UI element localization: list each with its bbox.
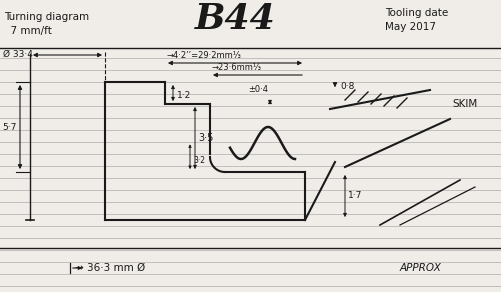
Text: ±0·4: ±0·4 [248, 86, 268, 95]
Text: →23·6mm⅓: →23·6mm⅓ [212, 63, 262, 72]
Text: Tooling date: Tooling date [385, 8, 448, 18]
Text: 1·7: 1·7 [348, 192, 362, 201]
Text: Ø 33·4: Ø 33·4 [3, 50, 33, 58]
Text: 5·7: 5·7 [2, 123, 17, 131]
Text: 0·8: 0·8 [340, 82, 354, 91]
Text: →4·2’’=29·2mm⅓: →4·2’’=29·2mm⅓ [167, 51, 242, 60]
Text: May 2017: May 2017 [385, 22, 436, 32]
Text: APPROX: APPROX [400, 263, 442, 273]
Text: Turning diagram: Turning diagram [4, 12, 89, 22]
Text: 3·2: 3·2 [193, 156, 205, 165]
Text: SKIM: SKIM [452, 99, 477, 109]
Text: 1·2: 1·2 [177, 91, 191, 100]
Text: 7 mm/ft: 7 mm/ft [4, 26, 52, 36]
Text: → 36·3 mm Ø: → 36·3 mm Ø [75, 263, 145, 273]
Text: 3·5: 3·5 [198, 133, 213, 143]
Text: B44: B44 [195, 2, 276, 36]
